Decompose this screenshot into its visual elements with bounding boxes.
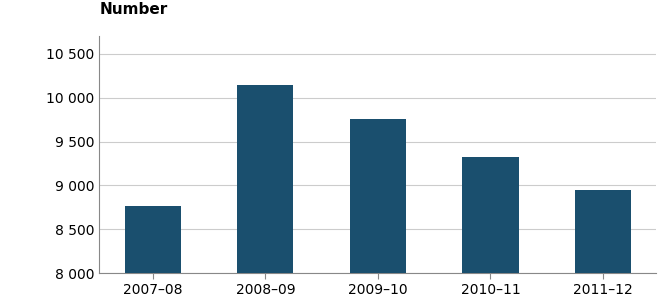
Bar xyxy=(462,157,518,303)
Bar xyxy=(124,206,181,303)
Bar xyxy=(575,190,631,303)
Bar xyxy=(237,85,293,303)
Bar xyxy=(350,119,406,303)
Text: Number: Number xyxy=(99,2,167,18)
